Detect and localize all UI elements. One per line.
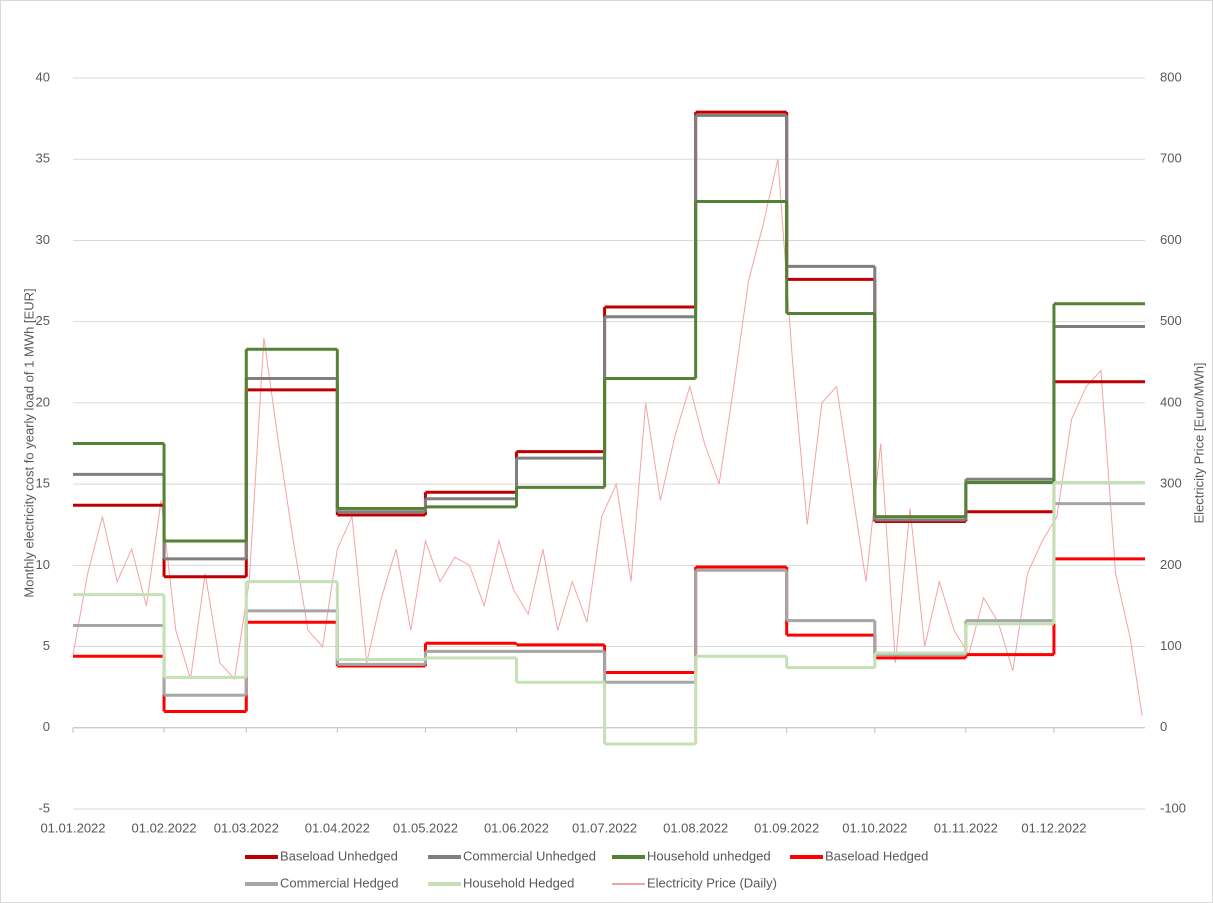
y-tick-label: 15	[36, 476, 50, 491]
y2-axis-title: Electricity Price [Euro/MWh]	[1191, 362, 1206, 523]
y-tick-label: 5	[43, 638, 50, 653]
y-tick-label: -5	[38, 800, 50, 815]
y-tick-label: 20	[36, 394, 50, 409]
x-tick-label: 01.08.2022	[663, 820, 728, 835]
y2-tick-label: 600	[1160, 232, 1182, 247]
y2-tick-label: 100	[1160, 638, 1182, 653]
x-tick-label: 01.07.2022	[572, 820, 637, 835]
y2-tick-label: 700	[1160, 151, 1182, 166]
y2-tick-label: 800	[1160, 69, 1182, 84]
legend-label: Baseload Unhedged	[280, 848, 398, 863]
x-tick-label: 01.11.2022	[934, 820, 998, 835]
y2-tick-label: -100	[1160, 800, 1186, 815]
y2-tick-label: 300	[1160, 476, 1182, 491]
x-tick-label: 01.02.2022	[132, 820, 197, 835]
legend-label: Electricity Price (Daily)	[647, 875, 777, 890]
x-tick-label: 01.10.2022	[842, 820, 907, 835]
legend-label: Commercial Hedged	[280, 875, 399, 890]
x-tick-label: 01.04.2022	[305, 820, 370, 835]
x-tick-label: 01.03.2022	[214, 820, 279, 835]
y2-tick-label: 500	[1160, 313, 1182, 328]
y2-tick-label: 400	[1160, 394, 1182, 409]
y-tick-label: 10	[36, 557, 50, 572]
x-tick-label: 01.12.2022	[1021, 820, 1086, 835]
y-tick-label: 35	[36, 151, 50, 166]
y-tick-label: 0	[43, 719, 50, 734]
x-tick-label: 01.09.2022	[754, 820, 819, 835]
x-tick-label: 01.01.2022	[40, 820, 105, 835]
legend-label: Commercial Unhedged	[463, 848, 596, 863]
legend-label: Household Hedged	[463, 875, 574, 890]
x-tick-label: 01.06.2022	[484, 820, 549, 835]
y-tick-label: 30	[36, 232, 50, 247]
y-tick-label: 25	[36, 313, 50, 328]
y2-tick-label: 0	[1160, 719, 1167, 734]
y-axis-title: Monthly electricity cost fo yearly load …	[21, 288, 36, 597]
y-tick-label: 40	[36, 69, 50, 84]
y2-tick-label: 200	[1160, 557, 1182, 572]
legend-label: Baseload Hedged	[825, 848, 928, 863]
x-tick-label: 01.05.2022	[393, 820, 458, 835]
legend-label: Household unhedged	[647, 848, 771, 863]
